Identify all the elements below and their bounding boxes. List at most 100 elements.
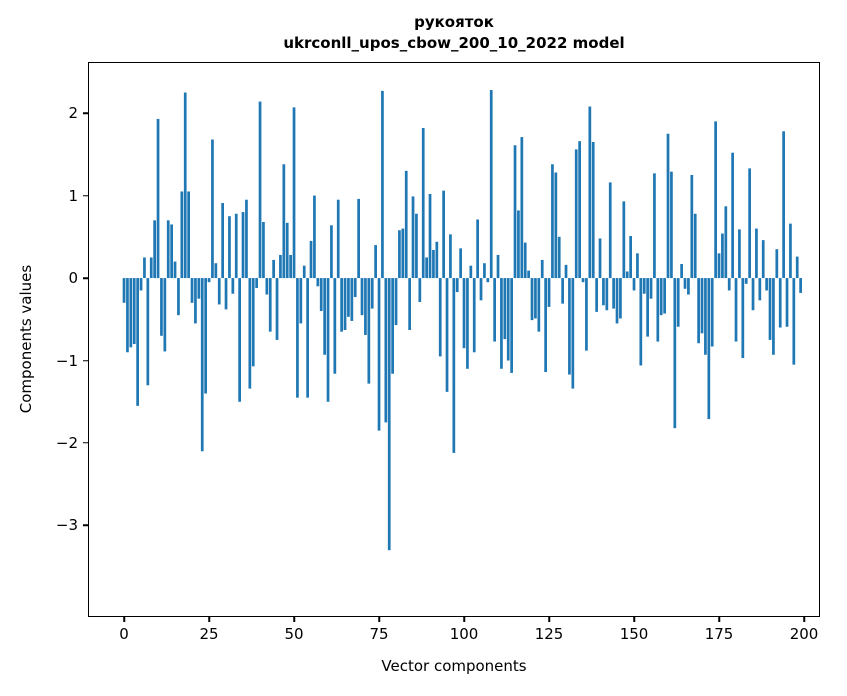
bar [261, 221, 265, 278]
bar [553, 172, 557, 278]
x-tick-mark [463, 617, 465, 622]
bar [390, 277, 394, 374]
bar [145, 277, 149, 385]
y-tick-label: −2 [55, 433, 78, 452]
bar [210, 139, 214, 278]
bar [349, 277, 353, 321]
bar [638, 277, 642, 365]
bar [309, 240, 312, 278]
bar [441, 190, 445, 278]
bar [533, 277, 537, 318]
bar [649, 277, 652, 299]
x-tick-mark [208, 617, 210, 622]
bar [577, 140, 581, 278]
bar [217, 277, 221, 304]
bar [431, 249, 435, 278]
bar [179, 190, 183, 278]
bar [448, 233, 452, 278]
bar [326, 277, 329, 402]
y-tick-label: −3 [55, 516, 78, 535]
bar [475, 219, 479, 278]
bar [720, 233, 724, 278]
bar [445, 277, 448, 392]
bar [152, 219, 156, 278]
chart-subtitle: ukrconll_upos_cbow_200_10_2022 model [283, 34, 625, 52]
bar [557, 236, 561, 278]
bar [584, 277, 588, 351]
bar [227, 215, 231, 278]
bar [526, 270, 530, 278]
bar [428, 193, 431, 278]
bar [700, 277, 703, 333]
bar [295, 277, 299, 398]
bar [696, 277, 700, 343]
bar [506, 277, 510, 361]
bar [530, 277, 533, 320]
bar [706, 277, 710, 419]
bar [621, 200, 625, 278]
bar [628, 235, 632, 278]
bar [278, 254, 282, 278]
bar [472, 277, 476, 352]
bar [594, 277, 598, 312]
bar [275, 277, 278, 340]
bar [791, 277, 795, 365]
bar [785, 277, 788, 327]
bar [574, 148, 578, 278]
bar [744, 277, 748, 284]
bar [689, 174, 693, 278]
bar [458, 247, 462, 278]
bar [404, 170, 408, 278]
bar [173, 261, 176, 278]
bar [676, 277, 680, 327]
y-tick-mark [83, 359, 88, 362]
bar [513, 144, 516, 278]
bar [132, 277, 136, 344]
bar [305, 277, 309, 398]
bar [519, 136, 523, 278]
bar [523, 242, 527, 278]
bar [492, 277, 496, 342]
bar [710, 277, 714, 347]
bar [190, 277, 193, 303]
bar [778, 277, 782, 328]
x-tick-label: 125 [534, 625, 564, 643]
bar [751, 277, 754, 310]
bar [360, 277, 363, 315]
bars-layer [122, 89, 802, 550]
bar [635, 252, 639, 278]
bar [292, 106, 295, 278]
bar [632, 277, 635, 290]
bar [581, 277, 584, 282]
bar [414, 213, 418, 278]
bar [608, 181, 612, 278]
bar [754, 228, 758, 278]
y-tick-label: 0 [68, 269, 78, 288]
bar [421, 127, 425, 278]
bar [788, 223, 792, 278]
bar [380, 90, 384, 278]
bar [615, 277, 618, 323]
bar [771, 277, 775, 355]
bar [642, 277, 646, 294]
bar [669, 171, 673, 278]
bar [383, 277, 387, 422]
x-tick-label: 75 [369, 625, 389, 643]
bar [496, 254, 499, 278]
bar [424, 256, 428, 278]
bar [683, 277, 686, 289]
bar [346, 277, 350, 317]
bar [411, 195, 414, 278]
bar [336, 199, 340, 278]
bar [730, 152, 734, 278]
y-tick-mark [83, 194, 88, 197]
bar [781, 130, 785, 278]
x-tick-label: 0 [119, 625, 129, 643]
bar [241, 211, 244, 278]
x-tick-label: 100 [449, 625, 479, 643]
bar [717, 252, 720, 278]
bar [363, 277, 367, 335]
bar [567, 277, 571, 375]
bar [258, 101, 261, 278]
bar [485, 277, 489, 282]
